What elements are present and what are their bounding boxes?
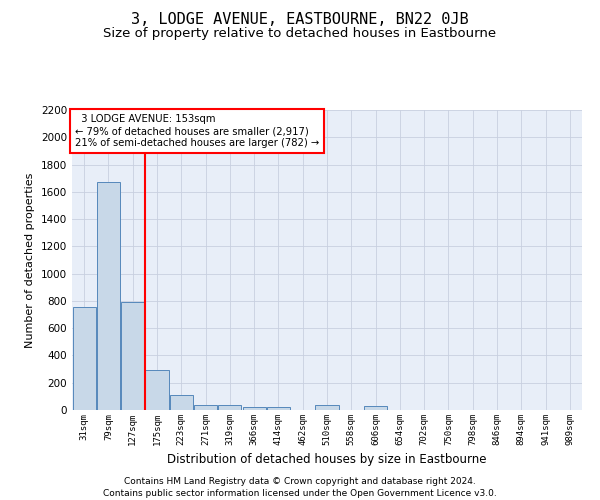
Bar: [364, 406, 387, 410]
Bar: [218, 405, 241, 410]
Bar: [267, 408, 290, 410]
Text: Size of property relative to detached houses in Eastbourne: Size of property relative to detached ho…: [103, 28, 497, 40]
Bar: [316, 405, 338, 410]
Y-axis label: Number of detached properties: Number of detached properties: [25, 172, 35, 348]
Text: Contains public sector information licensed under the Open Government Licence v3: Contains public sector information licen…: [103, 489, 497, 498]
Text: 3, LODGE AVENUE, EASTBOURNE, BN22 0JB: 3, LODGE AVENUE, EASTBOURNE, BN22 0JB: [131, 12, 469, 28]
Bar: [145, 370, 169, 410]
Bar: [121, 302, 144, 410]
Bar: [194, 404, 217, 410]
Bar: [97, 182, 120, 410]
Text: 3 LODGE AVENUE: 153sqm
← 79% of detached houses are smaller (2,917)
21% of semi-: 3 LODGE AVENUE: 153sqm ← 79% of detached…: [74, 114, 319, 148]
Bar: [242, 406, 266, 410]
Text: Contains HM Land Registry data © Crown copyright and database right 2024.: Contains HM Land Registry data © Crown c…: [124, 478, 476, 486]
Bar: [73, 307, 95, 410]
Bar: [170, 395, 193, 410]
X-axis label: Distribution of detached houses by size in Eastbourne: Distribution of detached houses by size …: [167, 454, 487, 466]
